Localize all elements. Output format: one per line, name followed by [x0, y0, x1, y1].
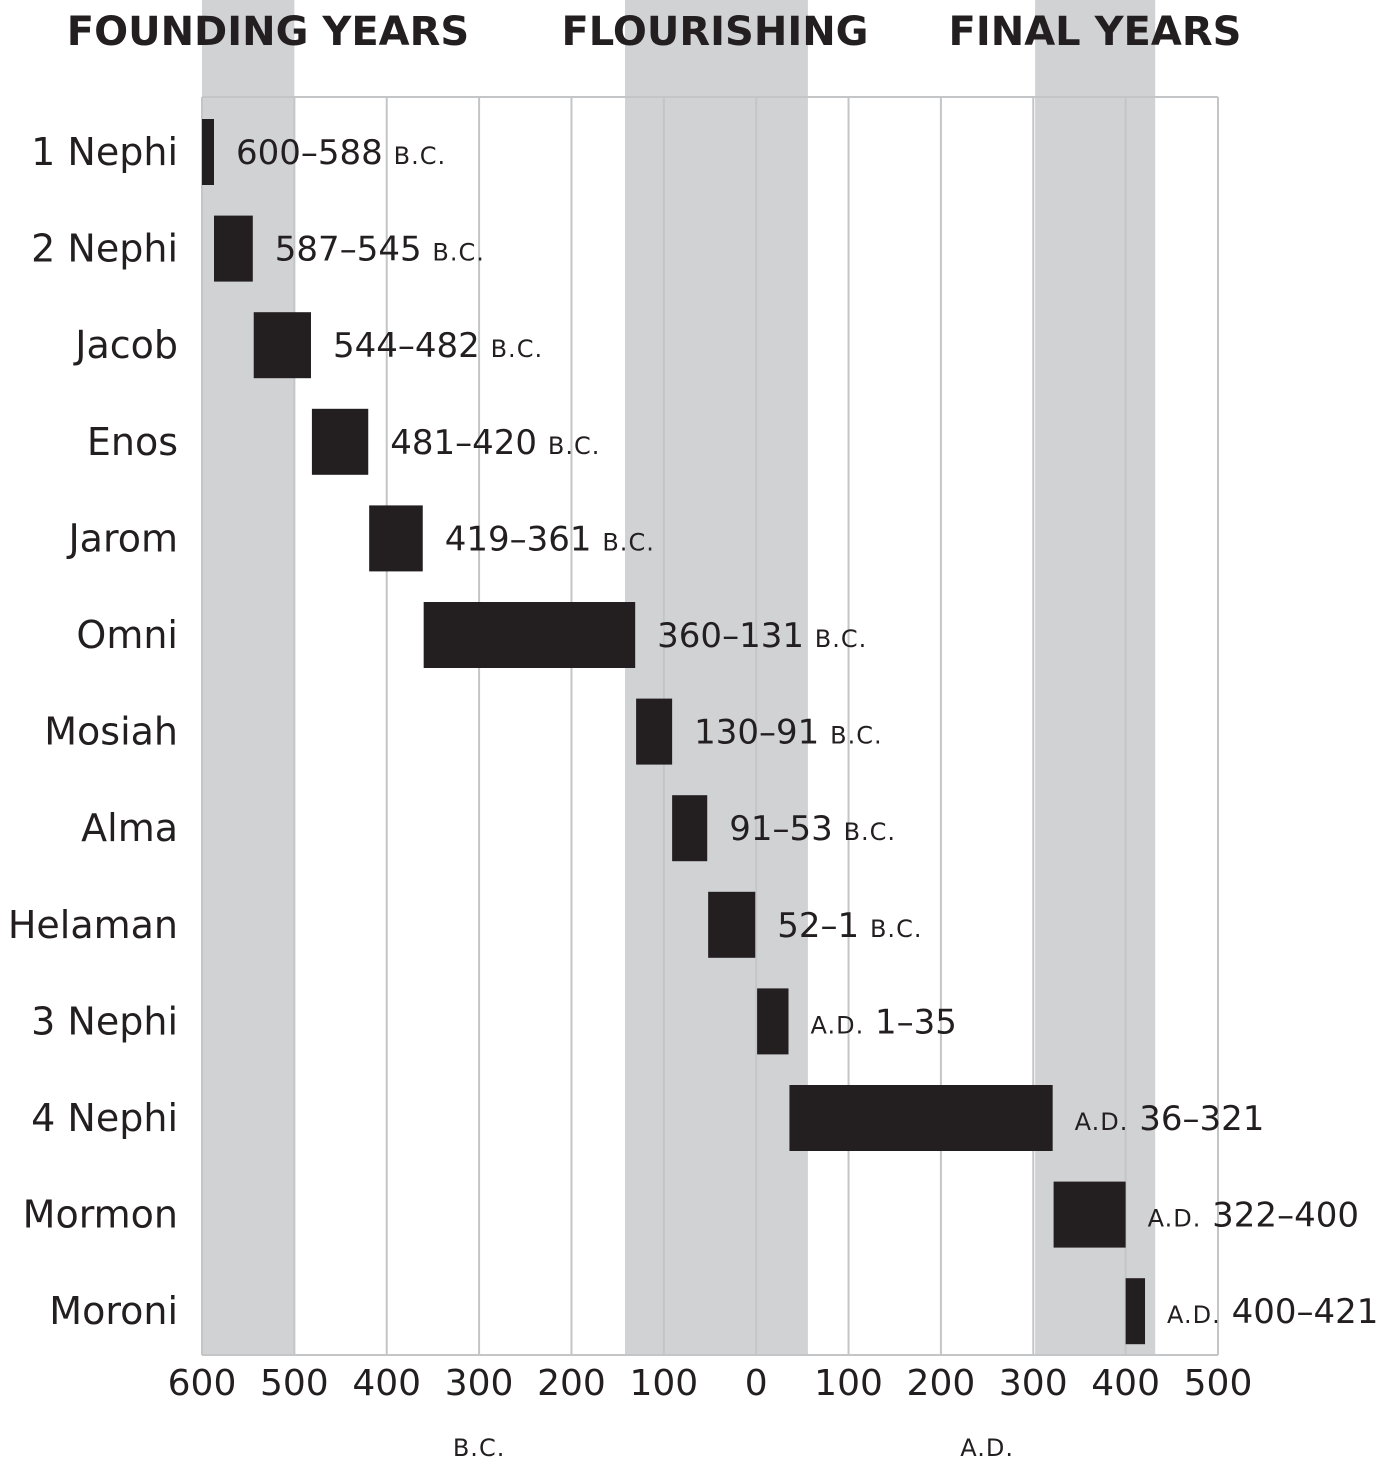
range-label-years-2: 544–482 [333, 326, 480, 366]
range-label-6: 130–91 B.C. [694, 713, 882, 753]
era-heading-0: FOUNDING YEARS [67, 9, 469, 55]
range-label-years-12: 400–421 [1232, 1292, 1379, 1332]
range-label-era-9: A.D. [811, 1011, 865, 1039]
bar-6 [636, 698, 673, 765]
tick-label-4: 200 [537, 1363, 606, 1404]
tick-label-1: 500 [260, 1363, 329, 1404]
range-labels: 600–588 B.C.587–545 B.C.544–482 B.C.481–… [236, 133, 1378, 1332]
range-label-years-0: 600–588 [236, 133, 383, 173]
range-label-era-2: B.C. [491, 335, 543, 363]
range-label-years-7: 91–53 [729, 809, 833, 849]
range-label-years-1: 587–545 [275, 230, 422, 270]
range-label-years-6: 130–91 [694, 713, 819, 753]
tick-label-3: 300 [445, 1363, 514, 1404]
tick-label-6: 0 [745, 1363, 768, 1404]
bar-12 [1125, 1278, 1146, 1345]
range-label-years-11: 322–400 [1212, 1196, 1359, 1236]
range-label-11: A.D. 322–400 [1148, 1196, 1359, 1236]
tick-label-0: 600 [168, 1363, 237, 1404]
bar-4 [369, 505, 423, 572]
bar-10 [789, 1085, 1053, 1151]
range-label-12: A.D. 400–421 [1167, 1292, 1378, 1332]
range-label-era-1: B.C. [432, 239, 484, 267]
book-label-5: Omni [76, 613, 178, 657]
tick-label-9: 300 [999, 1363, 1068, 1404]
range-label-years-5: 360–131 [657, 616, 804, 656]
era-band-0 [202, 0, 295, 1355]
range-label-7: 91–53 B.C. [729, 809, 896, 849]
book-label-12: Moroni [49, 1289, 178, 1333]
bar-11 [1053, 1181, 1126, 1248]
era-heading-1: FLOURISHING [561, 9, 868, 55]
book-label-3: Enos [87, 420, 178, 464]
range-label-era-5: B.C. [815, 625, 867, 653]
tick-label-5: 100 [629, 1363, 698, 1404]
book-label-4: Jarom [66, 516, 178, 560]
range-label-era-10: A.D. [1075, 1108, 1129, 1136]
range-label-1: 587–545 B.C. [275, 230, 485, 270]
book-labels: 1 Nephi 2 Nephi Jacob Enos Jarom Omni Mosiah Al… [8, 130, 178, 1333]
bar-0 [202, 119, 214, 185]
book-label-1: 2 Nephi [31, 227, 178, 271]
range-label-era-7: B.C. [844, 818, 896, 846]
range-label-9: A.D. 1–35 [811, 1002, 957, 1042]
book-label-6: Mosiah [44, 710, 178, 754]
era-band-2 [1035, 0, 1156, 1355]
era-band-1 [625, 0, 808, 1355]
tick-label-11: 500 [1184, 1363, 1253, 1404]
range-label-10: A.D. 36–321 [1075, 1099, 1265, 1139]
range-label-era-3: B.C. [548, 432, 600, 460]
book-label-8: Helaman [8, 903, 178, 947]
range-label-era-6: B.C. [830, 722, 882, 750]
tick-label-2: 400 [352, 1363, 421, 1404]
ad-axis-label: A.D. [960, 1434, 1014, 1460]
bar-1 [214, 215, 253, 282]
book-label-7: Alma [81, 806, 178, 850]
range-label-era-8: B.C. [870, 915, 922, 943]
era-heading-2: FINAL YEARS [949, 9, 1242, 55]
era-bands [202, 0, 1156, 1355]
tick-label-7: 100 [814, 1363, 883, 1404]
era-labels: FOUNDING YEARS FLOURISHING FINAL YEARS [67, 9, 1242, 55]
book-label-9: 3 Nephi [31, 999, 178, 1043]
bar-5 [423, 602, 636, 668]
bar-7 [672, 795, 708, 862]
range-label-years-3: 481–420 [390, 423, 537, 463]
bar-9 [757, 988, 789, 1055]
x-axis-ticks: 600 500 400 300 200 100 0 100 200 300 400 500 [168, 1363, 1253, 1404]
range-label-era-11: A.D. [1148, 1205, 1202, 1233]
bc-axis-label: B.C. [453, 1434, 505, 1460]
book-label-11: Mormon [23, 1193, 178, 1237]
bar-8 [708, 891, 756, 958]
bar-2 [253, 312, 311, 379]
range-label-era-0: B.C. [394, 142, 446, 170]
range-label-0: 600–588 B.C. [236, 133, 446, 173]
plot-frame [202, 96, 1218, 1356]
tick-label-8: 200 [907, 1363, 976, 1404]
range-label-years-9: 1–35 [875, 1002, 957, 1042]
range-label-years-4: 419–361 [445, 519, 592, 559]
range-label-4: 419–361 B.C. [445, 519, 655, 559]
range-label-years-10: 36–321 [1139, 1099, 1264, 1139]
range-label-3: 481–420 B.C. [390, 423, 600, 463]
range-label-8: 52–1 B.C. [777, 906, 922, 946]
bars [202, 119, 1146, 1345]
range-label-era-4: B.C. [602, 528, 654, 556]
book-label-0: 1 Nephi [31, 130, 178, 174]
range-label-2: 544–482 B.C. [333, 326, 543, 366]
bar-3 [311, 408, 369, 475]
book-label-2: Jacob [73, 323, 178, 367]
range-label-era-12: A.D. [1167, 1301, 1221, 1329]
book-label-10: 4 Nephi [31, 1096, 178, 1140]
x-axis-era-labels: B.C. A.D. [453, 1434, 1014, 1460]
range-label-years-8: 52–1 [777, 906, 859, 946]
tick-label-10: 400 [1091, 1363, 1160, 1404]
range-label-5: 360–131 B.C. [657, 616, 867, 656]
